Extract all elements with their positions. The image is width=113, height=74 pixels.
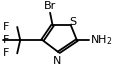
Text: NH$_2$: NH$_2$ xyxy=(89,33,112,47)
Text: F: F xyxy=(3,35,9,45)
Text: S: S xyxy=(68,17,75,27)
Text: Br: Br xyxy=(44,1,56,11)
Text: N: N xyxy=(53,56,61,66)
Text: F: F xyxy=(3,22,9,32)
Text: F: F xyxy=(3,48,9,58)
